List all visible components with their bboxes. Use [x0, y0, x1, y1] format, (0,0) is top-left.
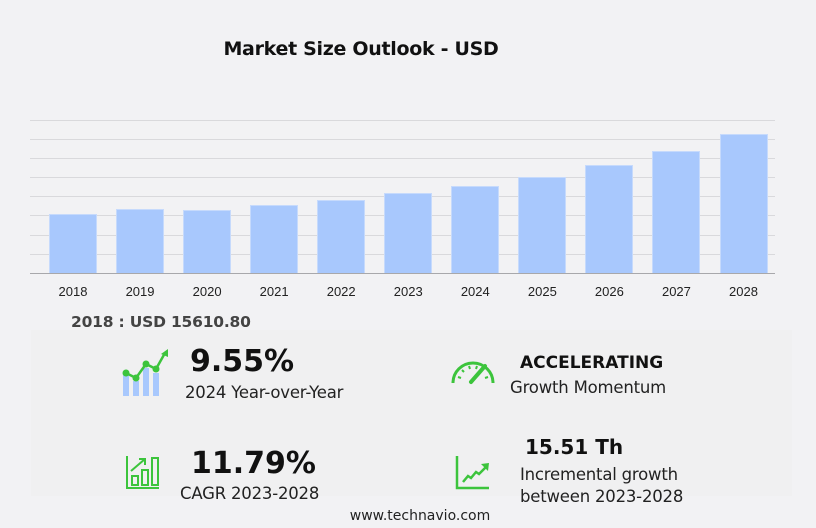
base-year-value: 2018 : USD 15610.80 — [71, 313, 251, 331]
x-tick-label: 2028 — [729, 284, 758, 299]
x-tick-label: 2021 — [259, 284, 289, 299]
chart-title: Market Size Outlook - USD — [223, 38, 499, 60]
x-tick-label: 2022 — [326, 284, 356, 299]
gridline — [30, 139, 775, 140]
incremental-label-line1: Incremental growth — [520, 465, 678, 484]
bar-2022 — [317, 200, 366, 273]
x-tick-label: 2023 — [393, 284, 423, 299]
momentum-label: Growth Momentum — [510, 378, 666, 397]
yoy-label: 2024 Year-over-Year — [185, 383, 344, 402]
bar-2020 — [183, 210, 232, 273]
x-tick-label: 2019 — [125, 284, 155, 299]
growth-chart-icon — [122, 349, 168, 396]
x-axis-line — [30, 273, 775, 274]
speedometer-icon — [451, 361, 495, 384]
bar-2024 — [451, 185, 500, 273]
cagr-value: 11.79% — [191, 446, 316, 481]
cagr-label: CAGR 2023-2028 — [180, 484, 320, 503]
bar-2025 — [518, 176, 567, 273]
bar-2028 — [719, 134, 768, 273]
x-tick-label: 2027 — [661, 284, 691, 299]
bar-chart: 2018 2019 2020 2021 2022 2023 2024 2025 2026 2027… — [30, 110, 776, 310]
bar-2021 — [250, 205, 299, 273]
gridline — [30, 158, 775, 159]
bar-2023 — [384, 193, 433, 273]
incremental-label-line2: between 2023-2028 — [520, 487, 684, 506]
incremental-value: 15.51 Th — [525, 435, 624, 459]
bar-growth-icon — [126, 456, 159, 489]
bar-2026 — [585, 165, 634, 273]
x-tick-label: 2020 — [192, 284, 222, 299]
source-url: www.technavio.com — [349, 508, 491, 524]
bar-2018 — [49, 213, 97, 273]
gridline — [30, 177, 775, 178]
gridline — [30, 120, 775, 121]
x-tick-label: 2025 — [527, 284, 557, 299]
x-tick-label: 2018 — [58, 284, 88, 299]
bar-2027 — [652, 150, 701, 273]
bar-2019 — [116, 208, 165, 273]
x-tick-label: 2026 — [594, 284, 624, 299]
x-tick-label: 2024 — [460, 284, 490, 299]
yoy-value: 9.55% — [190, 344, 295, 379]
momentum-value: ACCELERATING — [520, 353, 664, 373]
trend-line-icon — [455, 456, 489, 490]
